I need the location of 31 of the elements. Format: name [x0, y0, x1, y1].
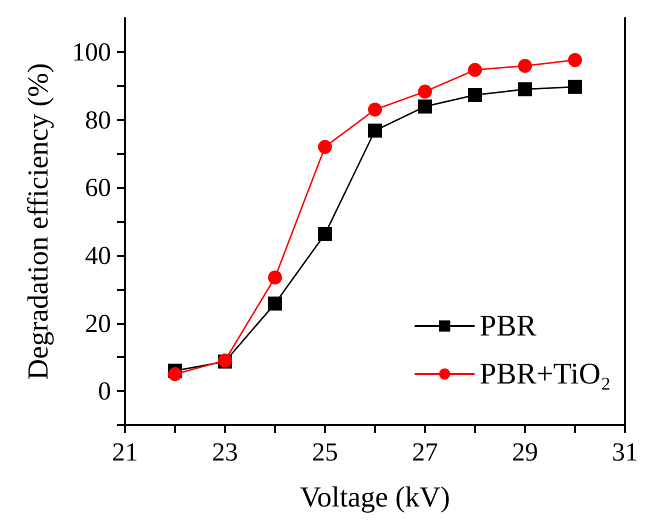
point: [268, 270, 282, 284]
point: [568, 53, 582, 68]
y-tick-label: 40: [85, 240, 111, 270]
x-tick-label: 25: [312, 438, 338, 466]
x-tick-label: 23: [212, 438, 238, 466]
legend-label: PBR: [480, 310, 536, 342]
y-axis-title: Degradation efficiency (%): [22, 63, 54, 380]
point: [418, 84, 432, 99]
point: [418, 100, 432, 114]
point: [518, 82, 532, 96]
y-tick-label: 80: [85, 105, 111, 134]
point: [468, 62, 482, 77]
point: [168, 367, 182, 382]
y-tick-label: 0: [98, 376, 111, 406]
point: [568, 80, 582, 94]
point: [368, 124, 382, 138]
x-tick-label: 29: [512, 438, 538, 466]
point: [518, 58, 532, 73]
y-tick-label: 20: [85, 308, 111, 338]
point: [368, 102, 382, 117]
y-tick-label: 60: [85, 173, 111, 202]
legend-label: PBR+TiO₂: [480, 358, 612, 390]
y-tick-label: 100: [72, 37, 111, 66]
point: [468, 88, 482, 102]
x-tick-label: 31: [612, 438, 638, 466]
x-tick-label: 21: [112, 438, 138, 466]
point: [268, 296, 282, 311]
point: [318, 140, 332, 154]
x-axis-title: Voltage (kV): [300, 482, 450, 514]
x-tick-label: 27: [412, 438, 438, 466]
point: [318, 227, 332, 242]
